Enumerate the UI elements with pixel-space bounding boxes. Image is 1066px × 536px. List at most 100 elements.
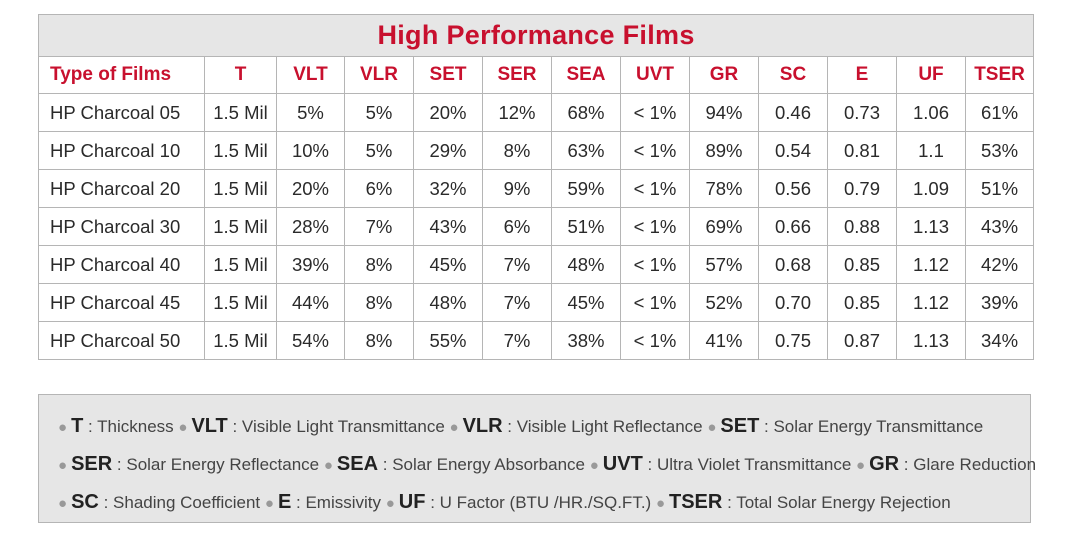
legend-box: ● T : Thickness ● VLT : Visible Light Tran… (38, 394, 1036, 523)
films-table-container: High Performance Films Type of Films T VLT… (37, 14, 1035, 360)
table-cell: 48% (551, 245, 621, 284)
table-cell: 39% (276, 245, 345, 284)
table-cell: 38% (551, 321, 621, 360)
table-cell: 20% (413, 93, 483, 132)
table-cell: 1.1 (896, 131, 966, 170)
table-cell: 1.12 (896, 283, 966, 322)
legend-desc: : U Factor (BTU /HR./SQ.FT.) (425, 493, 656, 512)
film-name-cell: HP Charcoal 10 (38, 131, 205, 170)
table-cell: 0.66 (758, 207, 828, 246)
legend-desc: : Solar Energy Reflectance (112, 455, 324, 474)
legend-item: ● SEA : Solar Energy Absorbance (323, 453, 590, 475)
table-cell: 1.13 (896, 207, 966, 246)
table-cell: 0.68 (758, 245, 828, 284)
legend-abbr: SER (71, 453, 113, 475)
table-cell: 9% (482, 169, 552, 208)
table-cell: 45% (551, 283, 621, 322)
table-cell: 6% (344, 169, 414, 208)
bullet-icon: ● (856, 457, 866, 474)
table-cell: 53% (964, 131, 1035, 170)
legend-item: ● VLT : Visible Light Transmittance (178, 415, 450, 437)
table-cell: 57% (689, 245, 759, 284)
legend-line: ● SER : Solar Energy Reflectance ● SEA : S… (58, 446, 1036, 484)
table-row: HP Charcoal 05 1.5 Mil 5% 5% 20% 12% 68% < 1% 94… (38, 93, 1035, 132)
table-cell: < 1% (620, 169, 690, 208)
film-name-cell: HP Charcoal 30 (38, 207, 205, 246)
bullet-icon: ● (707, 419, 717, 436)
legend-item: ● SC : Shading Coefficient (58, 491, 265, 513)
legend-desc: : Shading Coefficient (98, 493, 265, 512)
bullet-icon: ● (449, 419, 459, 436)
legend-item: ● UF : U Factor (BTU /HR./SQ.FT.) (386, 491, 656, 513)
table-cell: 48% (413, 283, 483, 322)
table-cell: 32% (413, 169, 483, 208)
column-header: Type of Films (38, 56, 205, 94)
table-cell: 51% (551, 207, 621, 246)
column-header: UVT (620, 56, 690, 94)
table-cell: 8% (344, 283, 414, 322)
table-cell: 1.09 (896, 169, 966, 208)
column-header: GR (689, 56, 759, 94)
legend-desc: : Solar Energy Absorbance (378, 455, 590, 474)
bullet-icon: ● (178, 419, 188, 436)
legend-item: ● UVT : Ultra Violet Transmittance (590, 453, 857, 475)
table-cell: 1.5 Mil (204, 245, 277, 284)
table-cell: 94% (689, 93, 759, 132)
legend-abbr: GR (869, 453, 900, 475)
legend-abbr: UF (398, 491, 426, 513)
legend-item: ● TSER : Total Solar Energy Rejection (655, 491, 951, 513)
table-cell: 51% (964, 169, 1035, 208)
table-cell: 6% (482, 207, 552, 246)
legend-desc: : Visible Light Reflectance (502, 417, 708, 436)
table-cell: < 1% (620, 321, 690, 360)
bullet-icon: ● (264, 495, 274, 512)
bullet-icon: ● (655, 495, 665, 512)
table-cell: < 1% (620, 245, 690, 284)
legend-item: ● T : Thickness (58, 415, 178, 437)
legend-abbr: UVT (602, 453, 643, 475)
film-name-cell: HP Charcoal 20 (38, 169, 205, 208)
table-cell: 61% (964, 93, 1035, 132)
table-cell: 5% (344, 131, 414, 170)
table-cell: 54% (276, 321, 345, 360)
bullet-icon: ● (323, 457, 333, 474)
legend-desc: : Emissivity (291, 493, 386, 512)
table-cell: 10% (276, 131, 345, 170)
table-cell: 0.73 (827, 93, 897, 132)
table-cell: 63% (551, 131, 621, 170)
table-cell: 69% (689, 207, 759, 246)
legend-item: ● GR : Glare Reduction (856, 453, 1036, 475)
film-name-cell: HP Charcoal 40 (38, 245, 205, 284)
legend-item: ● SER : Solar Energy Reflectance (58, 453, 324, 475)
legend-desc: : Ultra Violet Transmittance (642, 455, 857, 474)
table-cell: 0.46 (758, 93, 828, 132)
column-header: SET (413, 56, 483, 94)
table-cell: 78% (689, 169, 759, 208)
bullet-icon: ● (58, 419, 68, 436)
table-body: HP Charcoal 05 1.5 Mil 5% 5% 20% 12% 68% < 1% 94… (38, 93, 1035, 360)
table-cell: 0.54 (758, 131, 828, 170)
table-cell: 52% (689, 283, 759, 322)
legend-abbr: SEA (336, 453, 379, 475)
table-cell: < 1% (620, 207, 690, 246)
table-cell: 1.06 (896, 93, 966, 132)
table-cell: < 1% (620, 93, 690, 132)
table-cell: < 1% (620, 131, 690, 170)
table-row: HP Charcoal 40 1.5 Mil 39% 8% 45% 7% 48% < 1% 57… (38, 245, 1035, 284)
films-table: High Performance Films Type of Films T VLT… (37, 14, 1035, 360)
table-cell: 42% (964, 245, 1035, 284)
column-header: E (827, 56, 897, 94)
table-cell: 34% (964, 321, 1035, 360)
table-cell: 0.88 (827, 207, 897, 246)
column-header: SER (482, 56, 552, 94)
column-header: UF (896, 56, 966, 94)
table-cell: 1.5 Mil (204, 93, 277, 132)
legend-abbr: SC (71, 491, 99, 513)
table-cell: 7% (482, 245, 552, 284)
legend-abbr: VLR (462, 415, 503, 437)
table-cell: 8% (344, 321, 414, 360)
table-cell: 68% (551, 93, 621, 132)
table-row: HP Charcoal 30 1.5 Mil 28% 7% 43% 6% 51% < 1% 69… (38, 207, 1035, 246)
legend-line: ● SC : Shading Coefficient ● E : Emissivit… (58, 484, 1030, 522)
legend-desc: : Visible Light Transmittance (227, 417, 450, 436)
